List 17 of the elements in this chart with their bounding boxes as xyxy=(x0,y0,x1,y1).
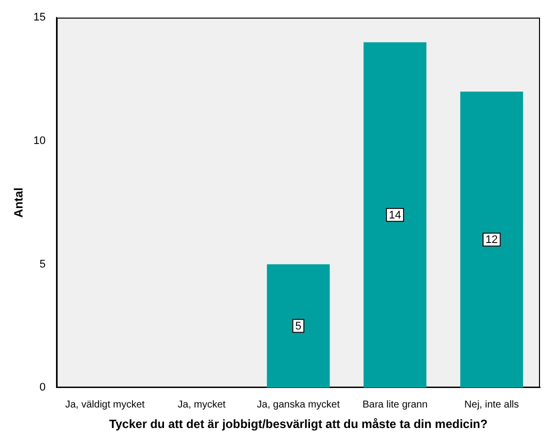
x-tick-label: Ja, ganska mycket xyxy=(256,399,340,410)
x-tick-label: Bara lite grann xyxy=(362,399,428,410)
y-tick-label: 10 xyxy=(33,134,46,147)
x-axis-title: Tycker du att det är jobbigt/besvärligt att du måste ta din medicin? xyxy=(109,417,488,432)
bar xyxy=(364,42,426,388)
y-axis-title: Antal xyxy=(12,188,26,218)
x-tick-label: Nej, inte alls xyxy=(464,399,519,410)
x-tick-label: Ja, väldigt mycket xyxy=(65,399,145,410)
data-label: 5 xyxy=(295,320,302,332)
bar xyxy=(460,92,524,388)
y-tick-label: 5 xyxy=(40,258,46,270)
y-tick-label: 15 xyxy=(33,12,46,24)
x-tick-label: Ja, mycket xyxy=(178,399,226,410)
data-label: 12 xyxy=(486,234,498,246)
data-label: 14 xyxy=(388,209,402,222)
bar xyxy=(266,264,330,388)
y-tick-label: 0 xyxy=(40,382,46,394)
